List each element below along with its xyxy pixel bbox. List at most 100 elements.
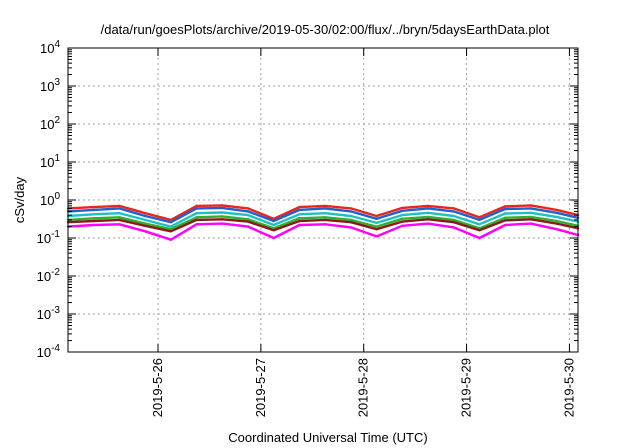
y-tick-label: 10-4 (37, 343, 61, 360)
series-4-point (555, 219, 558, 223)
series-2-point (272, 219, 275, 223)
series-5-point (478, 229, 481, 232)
series-4-point (426, 215, 430, 219)
series-6-point (503, 223, 507, 227)
series-5-point (92, 219, 95, 223)
series-3-point (272, 223, 275, 227)
y-tick-label: 103 (40, 77, 60, 94)
series-1-point (529, 204, 533, 207)
x-tick-label: 2019-5-30 (561, 358, 576, 417)
x-tick-label: 2019-5-27 (253, 358, 268, 417)
series-6-point (143, 230, 147, 233)
series-3-point (503, 212, 507, 215)
x-tick-label: 2019-5-26 (150, 358, 165, 417)
series-3-point (426, 211, 430, 214)
series-2-point (246, 210, 250, 213)
x-axis-label: Coordinated Universal Time (UTC) (228, 430, 427, 445)
series-2-point (143, 214, 147, 218)
series-4-point (452, 218, 455, 222)
series-6-point (323, 223, 327, 226)
series-2-point (375, 217, 378, 220)
series-1-point (221, 204, 224, 207)
series-6-point (246, 225, 250, 228)
grid-layer (68, 48, 578, 352)
series-3-point (323, 212, 327, 215)
series-1-point (375, 214, 378, 218)
series-2-point (169, 221, 173, 224)
series-1-point (349, 207, 353, 210)
series-5-point (272, 229, 275, 232)
series-3-point (529, 211, 533, 214)
series-1-point (92, 205, 95, 209)
y-tick-labels: 10-4 10-3 10-2 10-1 100 101 102 103 104 (37, 39, 61, 360)
series-4-point (221, 215, 224, 218)
y-tick-label: 100 (40, 191, 60, 208)
series-3-point (169, 225, 173, 228)
series-5-point (221, 218, 224, 221)
y-tick-label: 10-2 (37, 267, 61, 284)
series-6-point (118, 223, 121, 226)
x-tick-labels: 2019-5-26 2019-5-27 2019-5-28 2019-5-29 2019… (150, 358, 576, 417)
series-5-point (349, 221, 353, 224)
series-6-point (452, 226, 455, 229)
series-3-point (478, 223, 481, 226)
series-5-point (169, 230, 173, 233)
series-2-point (298, 208, 301, 212)
series-6-point (298, 223, 301, 227)
series-1-point (118, 204, 121, 208)
series-1-point (169, 218, 173, 222)
series-6-point (426, 222, 430, 225)
series-4-point (349, 218, 353, 222)
series-2-point (503, 207, 507, 211)
series-2-point (92, 208, 95, 212)
series-1-point (478, 216, 481, 219)
series-5-point (426, 218, 430, 221)
series-1-point (298, 205, 301, 209)
series-4-point (118, 216, 121, 219)
y-tick-label: 10-3 (37, 305, 61, 322)
series-6-point (478, 236, 481, 240)
series-6-point (195, 223, 198, 226)
series-5-point (195, 218, 198, 222)
series-layer (66, 204, 580, 241)
series-6-point (92, 223, 95, 227)
series-2-point (452, 210, 455, 213)
series-3-point (118, 212, 121, 215)
y-tick-label: 101 (40, 153, 60, 170)
series-3-point (143, 218, 147, 222)
series-5-point (298, 219, 301, 223)
series-4-point (401, 217, 404, 220)
series-2-point (478, 218, 481, 222)
y-tick-label: 104 (40, 39, 60, 56)
series-1-point (323, 204, 327, 208)
y-axis-label: cSv/day (12, 176, 27, 223)
series-1-point (555, 208, 558, 212)
series-5-point (143, 224, 147, 227)
series-2-point (118, 207, 121, 210)
series-5-point (246, 220, 250, 223)
series-3-point (452, 214, 455, 218)
series-6-point (349, 226, 353, 229)
series-4-point (195, 216, 198, 219)
series-3-point (555, 215, 558, 219)
series-2-point (349, 210, 353, 213)
series-6-point (375, 235, 378, 238)
series-3-point (401, 213, 404, 217)
series-6-point (221, 222, 224, 225)
series-3-point (349, 214, 353, 218)
series-2-point (401, 209, 404, 212)
series-4-point (529, 215, 533, 219)
y-tick-label: 102 (40, 115, 60, 132)
series-2-point (323, 207, 327, 210)
series-4-point (323, 216, 327, 219)
series-1-point (452, 207, 455, 210)
series-6-point (272, 236, 275, 240)
series-4-point (503, 216, 507, 219)
series-6-point (529, 222, 533, 225)
series-6-point (555, 228, 558, 231)
series-3-point (298, 213, 301, 216)
series-3-point (195, 212, 198, 215)
series-2-point (529, 207, 533, 210)
series-1-point (503, 205, 507, 208)
